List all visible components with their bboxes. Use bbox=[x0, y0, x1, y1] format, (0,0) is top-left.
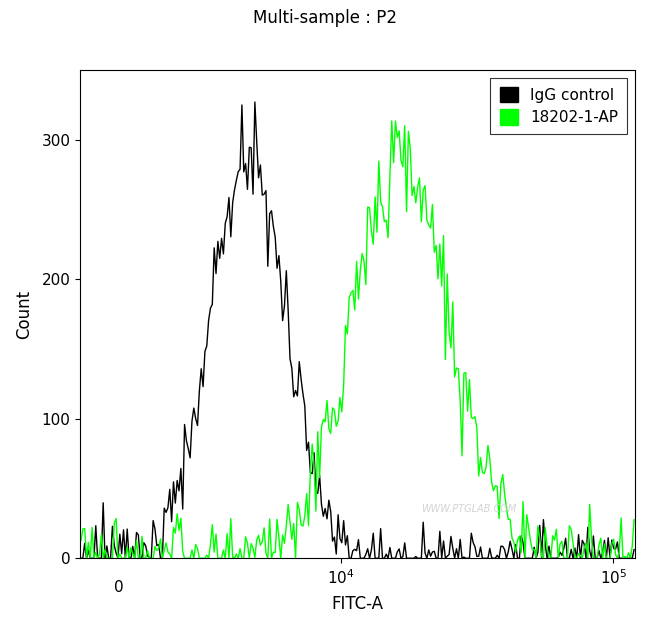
Text: Multi-sample : P2: Multi-sample : P2 bbox=[253, 9, 397, 28]
Text: 0: 0 bbox=[114, 580, 124, 595]
Legend: IgG control, 18202-1-AP: IgG control, 18202-1-AP bbox=[491, 78, 627, 134]
Text: WWW.PTGLAB.COM: WWW.PTGLAB.COM bbox=[421, 504, 516, 514]
X-axis label: FITC-A: FITC-A bbox=[332, 595, 384, 613]
Y-axis label: Count: Count bbox=[15, 290, 33, 338]
